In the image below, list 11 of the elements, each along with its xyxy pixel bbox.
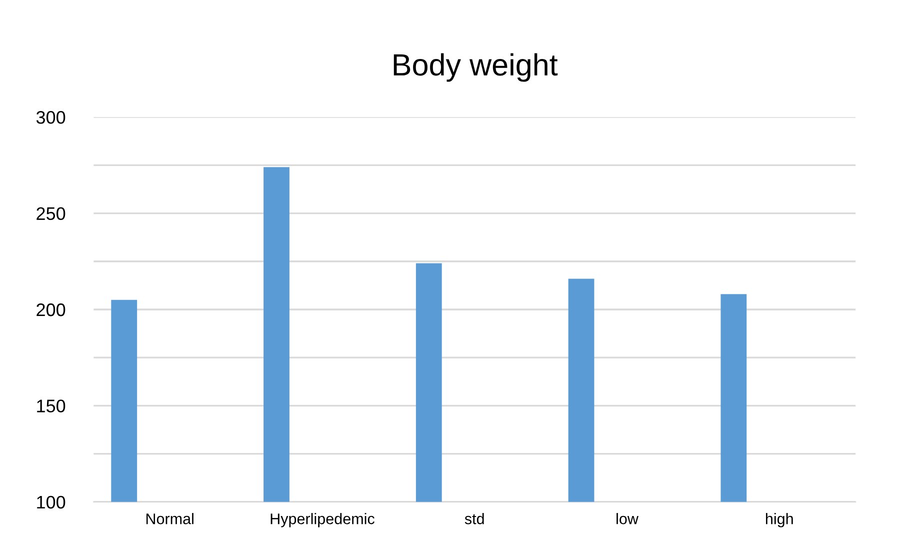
y-tick-label: 200 [36, 303, 66, 316]
y-tick-label: 100 [37, 496, 66, 509]
x-tick-label: Normal [146, 513, 194, 524]
y-tick-label: 150 [37, 400, 66, 412]
y-tick-label: 250 [36, 207, 66, 220]
x-tick-label: Hyperlipedemic [270, 513, 374, 528]
x-tick-label: std [464, 513, 484, 524]
x-tick-label: high [766, 513, 793, 528]
chart-title: Body weight [394, 53, 558, 82]
x-tick-label: low [616, 513, 638, 524]
y-tick-label: 300 [36, 111, 66, 124]
